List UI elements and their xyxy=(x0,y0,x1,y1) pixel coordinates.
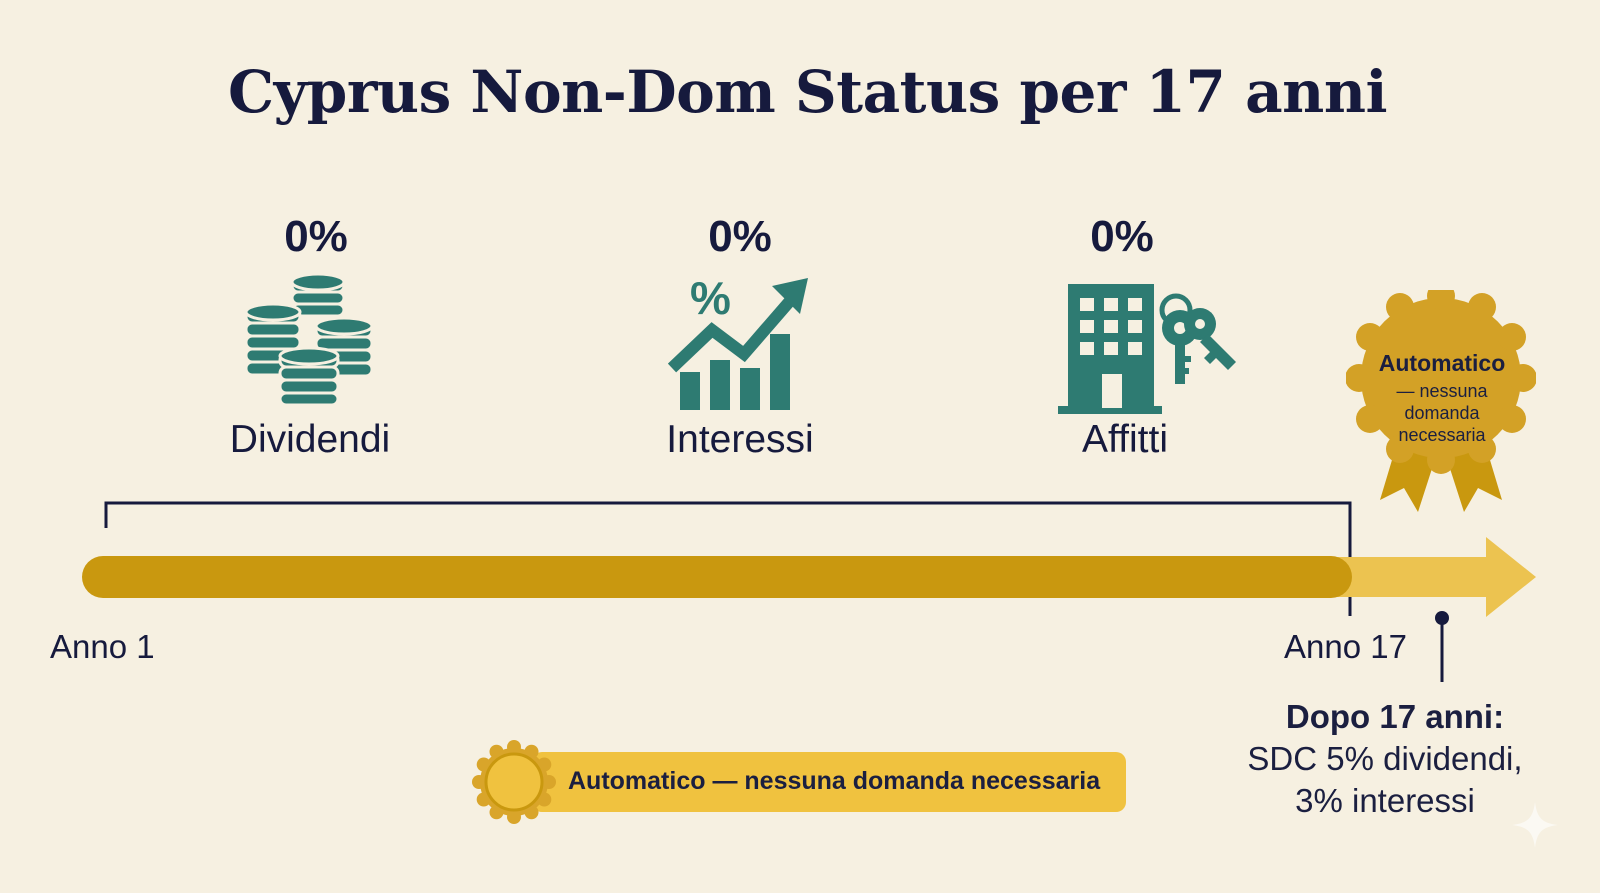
interessi-rate: 0% xyxy=(708,212,772,261)
coin-stack-icon xyxy=(244,272,374,407)
interessi-label: Interessi xyxy=(666,418,814,461)
svg-text:%: % xyxy=(690,272,731,324)
seal-line-2: domanda xyxy=(1404,403,1480,423)
timeline-arrow-extension xyxy=(1330,537,1536,617)
affitti-label: Affitti xyxy=(1082,418,1168,461)
timeline-bar xyxy=(82,556,1352,598)
dividendi-label: Dividendi xyxy=(229,418,391,461)
after-line-1: SDC 5% dividendi, xyxy=(1247,740,1523,777)
page-title: Cyprus Non-Dom Status per 17 anni xyxy=(227,58,1388,126)
seal-line-3: necessaria xyxy=(1398,425,1486,445)
after-line-2: 3% interessi xyxy=(1295,782,1475,819)
timeline-start-label: Anno 1 xyxy=(50,628,155,665)
after-title: Dopo 17 anni: xyxy=(1285,698,1505,735)
affitti-rate: 0% xyxy=(1090,212,1154,261)
sparkle-icon xyxy=(1512,802,1558,848)
growth-chart-icon: % xyxy=(668,272,808,410)
seal-line-1: — nessuna xyxy=(1396,381,1488,401)
seal-title: Automatico xyxy=(1378,350,1506,376)
building-key-icon xyxy=(1058,284,1236,414)
medal-icon xyxy=(472,740,556,824)
automatic-banner xyxy=(532,752,1126,812)
banner-text: Automatico — nessuna domanda necessaria xyxy=(568,767,1101,795)
after-marker xyxy=(1435,611,1449,682)
dividendi-rate: 0% xyxy=(284,212,348,261)
timeline-end-label: Anno 17 xyxy=(1284,628,1407,665)
seal-badge-icon xyxy=(1346,290,1536,512)
